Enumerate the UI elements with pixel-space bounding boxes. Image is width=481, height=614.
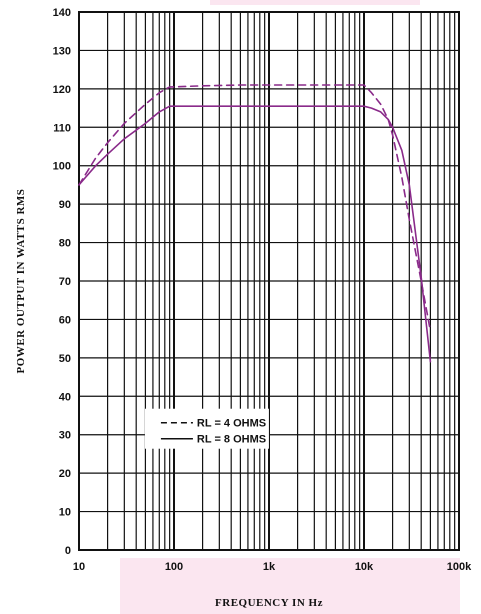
band-tint-bottom [120,558,460,614]
series-group [78,84,432,363]
y-tick-label: 20 [59,468,71,480]
band-tint-top [210,0,420,5]
y-tick-label: 0 [65,545,71,557]
x-tick-label: 1k [263,561,276,573]
y-axis-label: POWER OUTPUT IN WATTS RMS [15,189,27,374]
legend: RL = 4 OHMS RL = 8 OHMS [144,408,269,449]
x-tick-labels: 10 100 1k 10k 100k [73,561,472,573]
y-tick-label: 110 [53,122,71,134]
legend-label-4-ohms: RL = 4 OHMS [197,418,266,430]
x-tick-label: 100 [165,561,183,573]
y-tick-label: 130 [53,45,71,57]
legend-background [144,408,269,449]
y-tick-label: 100 [53,161,71,173]
series-line-4-ohms [78,84,432,332]
plot-frame [78,11,460,551]
y-tick-label: 10 [59,507,71,519]
y-tick-label: 40 [59,391,71,403]
series-line-8-ohms [78,105,432,363]
y-tick-label: 140 [53,7,71,19]
x-tick-label: 10k [355,561,374,573]
y-tick-label: 60 [59,314,71,326]
y-tick-label: 90 [59,199,71,211]
grid [78,11,459,551]
x-tick-label: 100k [447,561,472,573]
x-axis-label: FREQUENCY IN Hz [215,597,323,609]
y-tick-labels: 0 10 20 30 40 50 60 70 80 90 100 110 120 130 140 [53,7,71,557]
y-tick-label: 80 [59,238,71,250]
y-tick-label: 50 [59,353,71,365]
y-tick-label: 30 [59,430,71,442]
y-tick-label: 70 [59,276,71,288]
y-tick-label: 120 [53,84,71,96]
legend-label-8-ohms: RL = 8 OHMS [197,434,266,446]
x-tick-label: 10 [73,561,85,573]
